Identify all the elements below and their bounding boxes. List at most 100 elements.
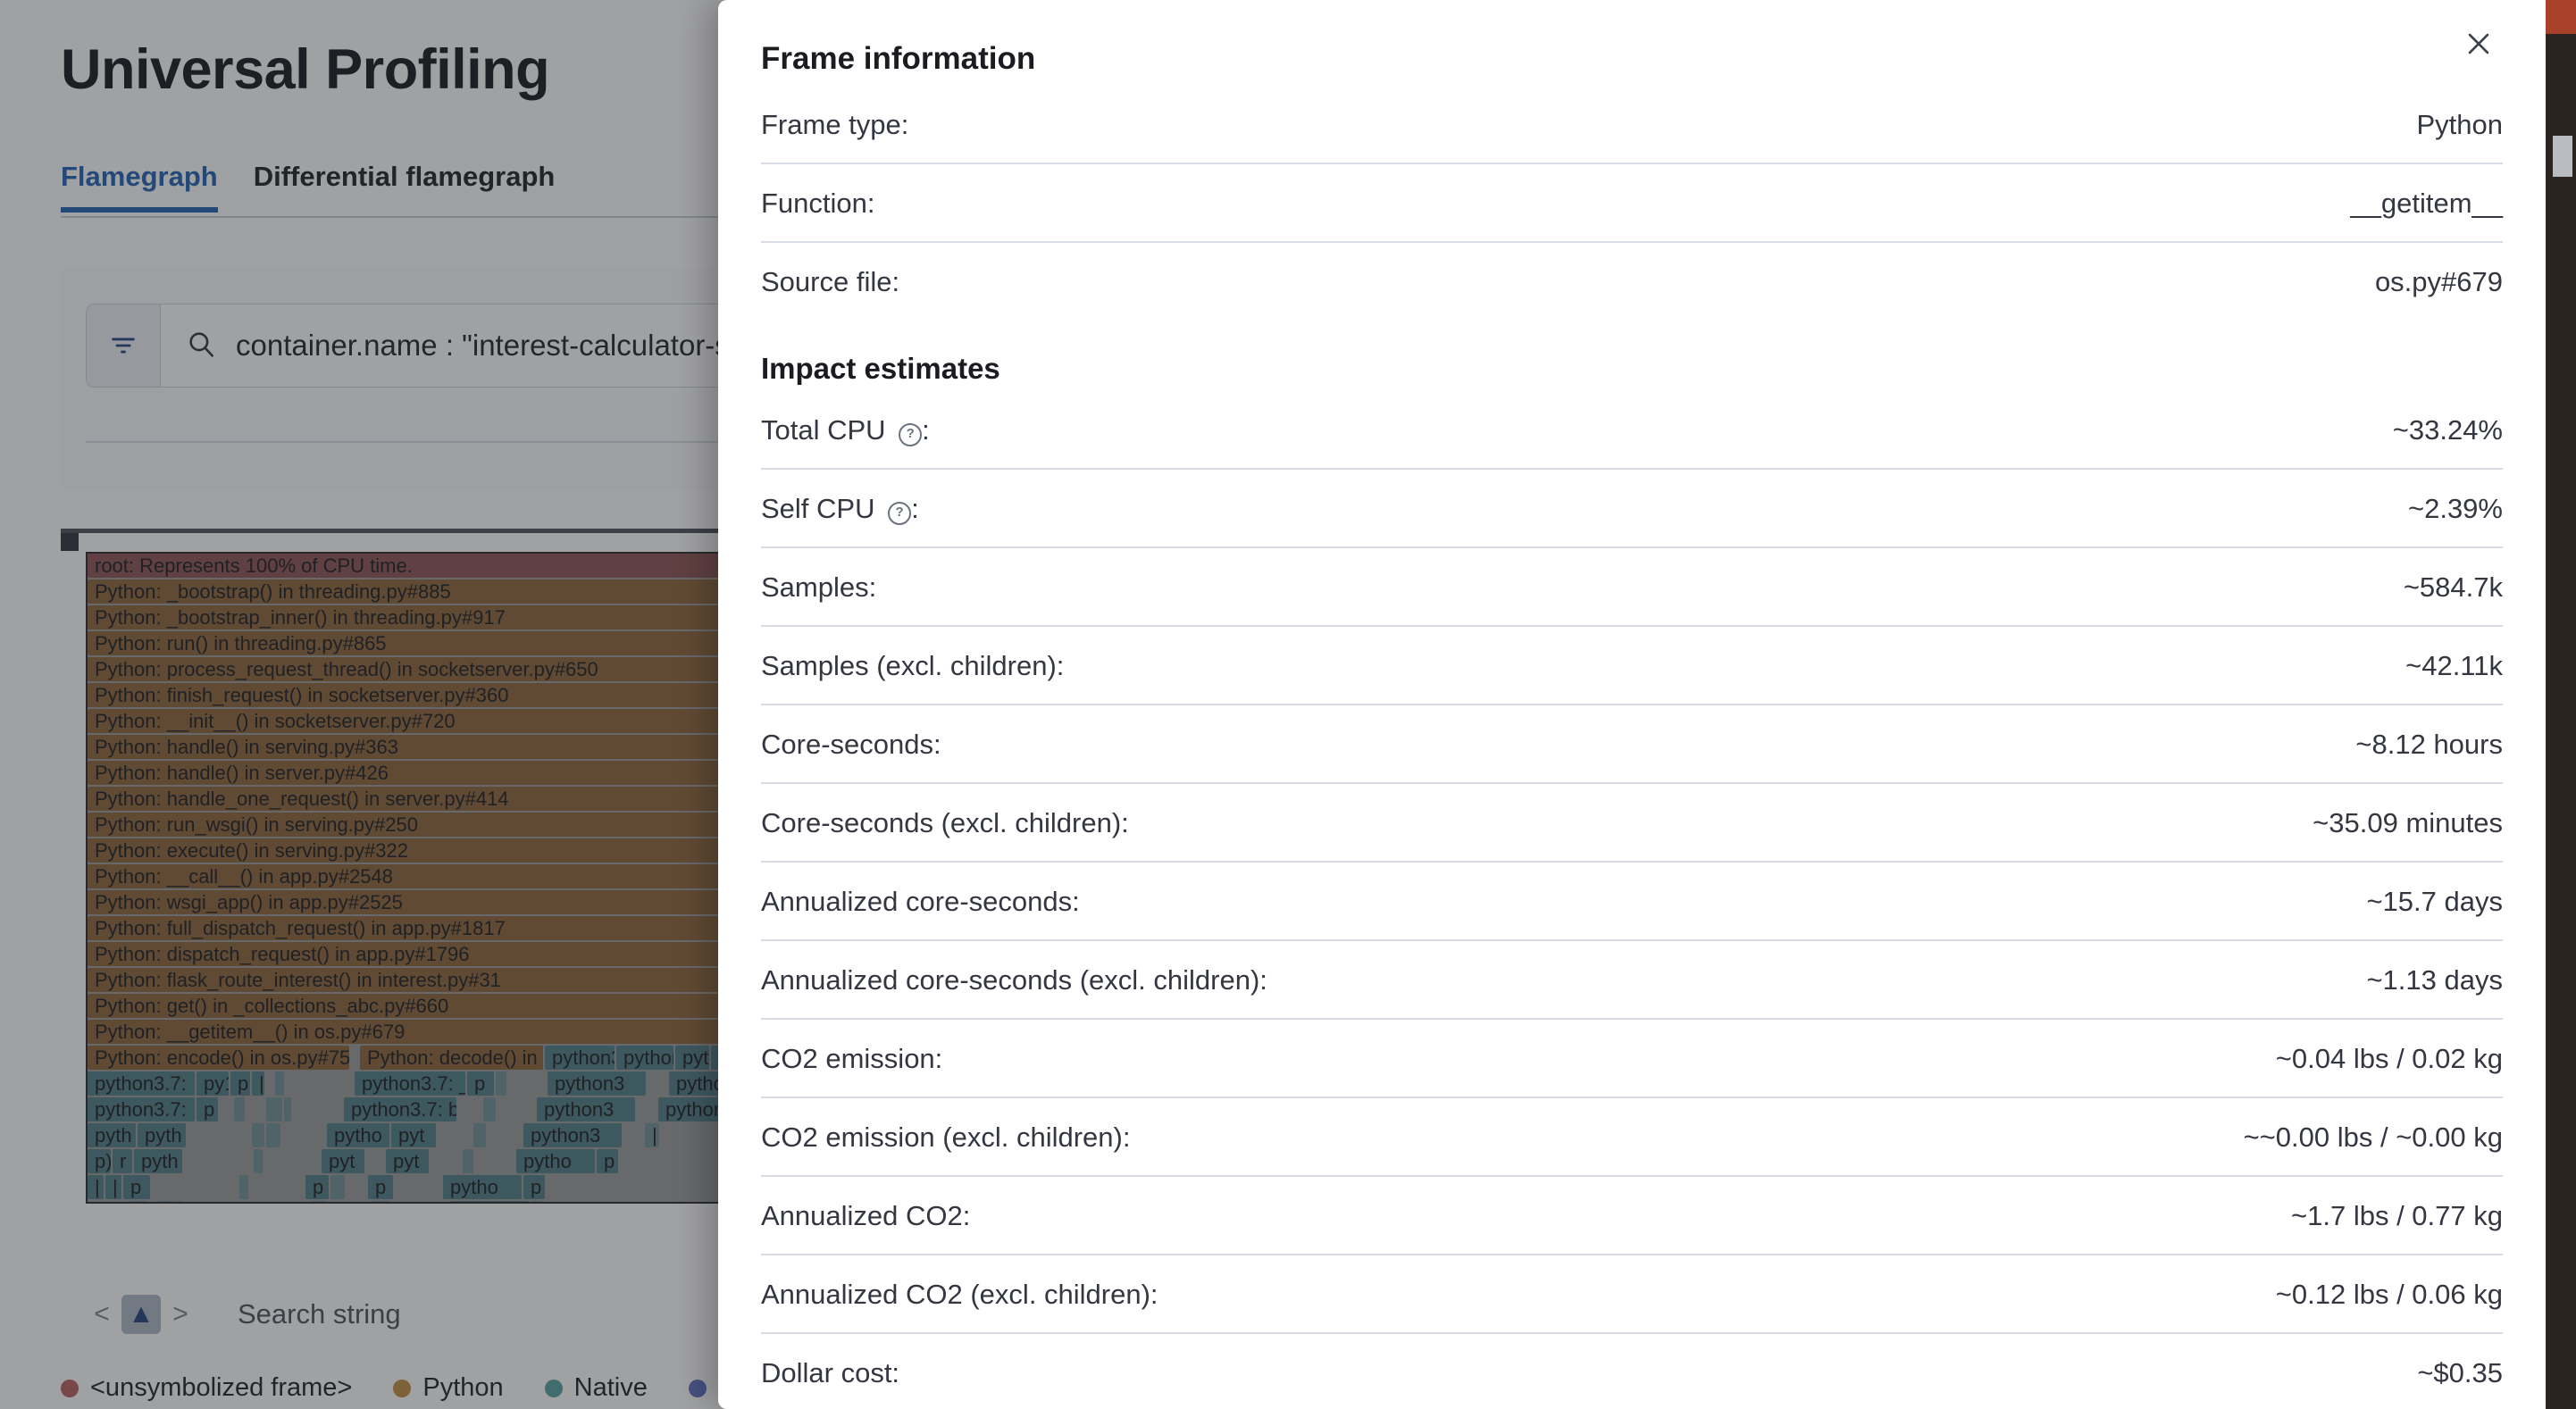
prev-match-button[interactable]: < (94, 1299, 110, 1329)
flamegraph-frame[interactable]: pytho (443, 1175, 522, 1199)
background-window-edge (2546, 0, 2576, 1409)
row-label: Annualized core-seconds (excl. children)… (761, 940, 1913, 1020)
flamegraph-frame[interactable]: p (197, 1097, 218, 1121)
flamegraph-frame[interactable]: pyt (391, 1123, 436, 1147)
row-value: ~~0.00 lbs / ~0.00 kg (1912, 1097, 2503, 1177)
flamegraph-frame[interactable]: p (305, 1175, 329, 1199)
flamegraph-frame[interactable]: python3.7 (616, 1046, 673, 1070)
row-label: Dollar cost: (761, 1333, 1913, 1409)
row-value: ~$0.35 (1912, 1333, 2503, 1409)
frame-information-table: Frame type: Python Function: __getitem__ Sou… (761, 86, 2503, 320)
impact-estimate-row: CO2 emission (excl. children): ~~0.00 lbs… (761, 1097, 2503, 1177)
tab-flamegraph[interactable]: Flamegraph (61, 161, 254, 213)
row-value: __getitem__ (1618, 163, 2503, 243)
flamegraph-frame[interactable]: python3.7: c (545, 1046, 615, 1070)
flamegraph-frame[interactable] (496, 1071, 506, 1096)
legend-item: <unsymbolized frame> (61, 1373, 352, 1403)
flamegraph-frame[interactable]: pyth (138, 1123, 186, 1147)
flamegraph-frame[interactable] (330, 1175, 345, 1199)
flamegraph-frame[interactable] (252, 1123, 264, 1147)
row-label: Annualized core-seconds: (761, 862, 1913, 941)
impact-estimate-row: Samples (excl. children): ~42.11k (761, 626, 2503, 705)
flamegraph-frame[interactable]: p (230, 1071, 250, 1096)
flamegraph-frame[interactable]: pyt (322, 1149, 364, 1173)
flamegraph-frame[interactable]: python3 (523, 1123, 622, 1147)
flamegraph-frame[interactable]: | (252, 1071, 264, 1096)
row-label: Self CPU ?: (761, 469, 1913, 548)
close-icon[interactable] (2453, 18, 2505, 70)
flamegraph-frame[interactable]: python3.7: (88, 1097, 195, 1121)
impact-estimate-row: Core-seconds: ~8.12 hours (761, 704, 2503, 784)
flamegraph-frame[interactable]: py1 (197, 1071, 229, 1096)
flamegraph-frame[interactable] (284, 1097, 291, 1121)
flamegraph-frame[interactable]: pytho (516, 1149, 595, 1173)
flamegraph-frame[interactable]: p (467, 1071, 494, 1096)
filter-icon[interactable] (87, 304, 161, 387)
flamegraph-frame[interactable]: python3 (548, 1071, 646, 1096)
flamegraph-frame[interactable]: | (88, 1175, 104, 1199)
impact-estimate-row: Annualized CO2: ~1.7 lbs / 0.77 kg (761, 1176, 2503, 1255)
row-label: Core-seconds: (761, 704, 1913, 784)
flamegraph-frame[interactable]: | (531, 1201, 543, 1202)
flamegraph-frame[interactable] (463, 1149, 473, 1173)
flamegraph-frame[interactable]: python3.7: b (344, 1097, 456, 1121)
row-value: ~0.04 lbs / 0.02 kg (1912, 1019, 2503, 1098)
flamegraph-frame[interactable] (473, 1123, 486, 1147)
flamegraph-frame[interactable]: p (523, 1175, 545, 1199)
flamegraph-frame[interactable]: p (597, 1149, 618, 1173)
flamegraph-frame[interactable]: python3.7: _ (355, 1071, 465, 1096)
flamegraph-frame[interactable]: p) (88, 1149, 111, 1173)
flamegraph-frame[interactable]: pyth (675, 1046, 709, 1070)
flamegraph-frame[interactable] (266, 1123, 280, 1147)
flamegraph-scroll-thumb[interactable] (61, 533, 79, 551)
flamegraph-frame[interactable] (175, 1201, 182, 1202)
flamegraph-frame[interactable]: | (645, 1123, 659, 1147)
browser-scrollbar-thumb[interactable] (2553, 136, 2572, 177)
flamegraph-frame[interactable] (370, 1201, 389, 1202)
flamegraph-frame[interactable]: pyt (386, 1149, 429, 1173)
flamegraph-frame[interactable]: p (368, 1175, 393, 1199)
flamegraph-frame[interactable]: pytho (450, 1201, 529, 1202)
flamegraph-frame[interactable] (157, 1201, 173, 1202)
legend-label: Native (573, 1373, 648, 1402)
flamegraph-frame[interactable] (275, 1071, 284, 1096)
row-value: ~15.7 days (1912, 862, 2503, 941)
frame-info-row: Frame type: Python (761, 86, 2503, 164)
flamegraph-frame[interactable] (234, 1097, 245, 1121)
row-label: Frame type: (761, 86, 1618, 164)
flamegraph-frame[interactable]: python3 (537, 1097, 635, 1121)
up-match-button[interactable]: ▲ (121, 1295, 161, 1334)
flamegraph-frame[interactable] (311, 1201, 327, 1202)
flamegraph-row: pytho| (88, 1201, 545, 1202)
tab-differential-flamegraph[interactable]: Differential flamegraph (253, 161, 556, 192)
flamegraph-frame[interactable] (483, 1097, 496, 1121)
flamegraph-frame[interactable]: p (123, 1175, 150, 1199)
row-value: ~33.24% (1912, 391, 2503, 470)
flamegraph-frame[interactable]: pyth (134, 1149, 182, 1173)
legend-color-dot (393, 1379, 412, 1397)
flamegraph-frame[interactable]: | (105, 1175, 121, 1199)
help-icon[interactable]: ? (899, 423, 923, 446)
impact-estimates-heading: Impact estimates (761, 352, 1000, 385)
flamegraph-frame[interactable] (239, 1175, 248, 1199)
flamegraph-frame[interactable]: python3.7: (88, 1071, 195, 1096)
frame-information-flyout: Frame information Frame type: Python Funct… (718, 0, 2546, 1409)
flamegraph-frame[interactable]: Python: decode() in (360, 1046, 543, 1070)
flamegraph-frame[interactable]: | (254, 1149, 263, 1173)
flamegraph-frame[interactable] (129, 1201, 146, 1202)
help-icon[interactable]: ? (888, 502, 912, 525)
row-value: ~1.7 lbs / 0.77 kg (1912, 1176, 2503, 1255)
flamegraph-search-input[interactable]: Search string (238, 1298, 401, 1330)
flamegraph-frame[interactable]: Python: encode() in os.py#75 (88, 1046, 349, 1070)
search-icon (186, 329, 216, 363)
row-value: ~8.12 hours (1912, 704, 2503, 784)
flamegraph-frame[interactable]: pyth (88, 1123, 136, 1147)
row-label: Annualized CO2: (761, 1176, 1913, 1255)
row-label: Function: (761, 163, 1618, 243)
legend-color-dot (61, 1379, 79, 1397)
impact-estimate-row: Core-seconds (excl. children): ~35.09 min… (761, 783, 2503, 863)
flamegraph-frame[interactable]: r (113, 1149, 132, 1173)
flamegraph-frame[interactable]: pytho (327, 1123, 389, 1147)
next-match-button[interactable]: > (172, 1299, 188, 1329)
flamegraph-frame[interactable] (266, 1097, 282, 1121)
